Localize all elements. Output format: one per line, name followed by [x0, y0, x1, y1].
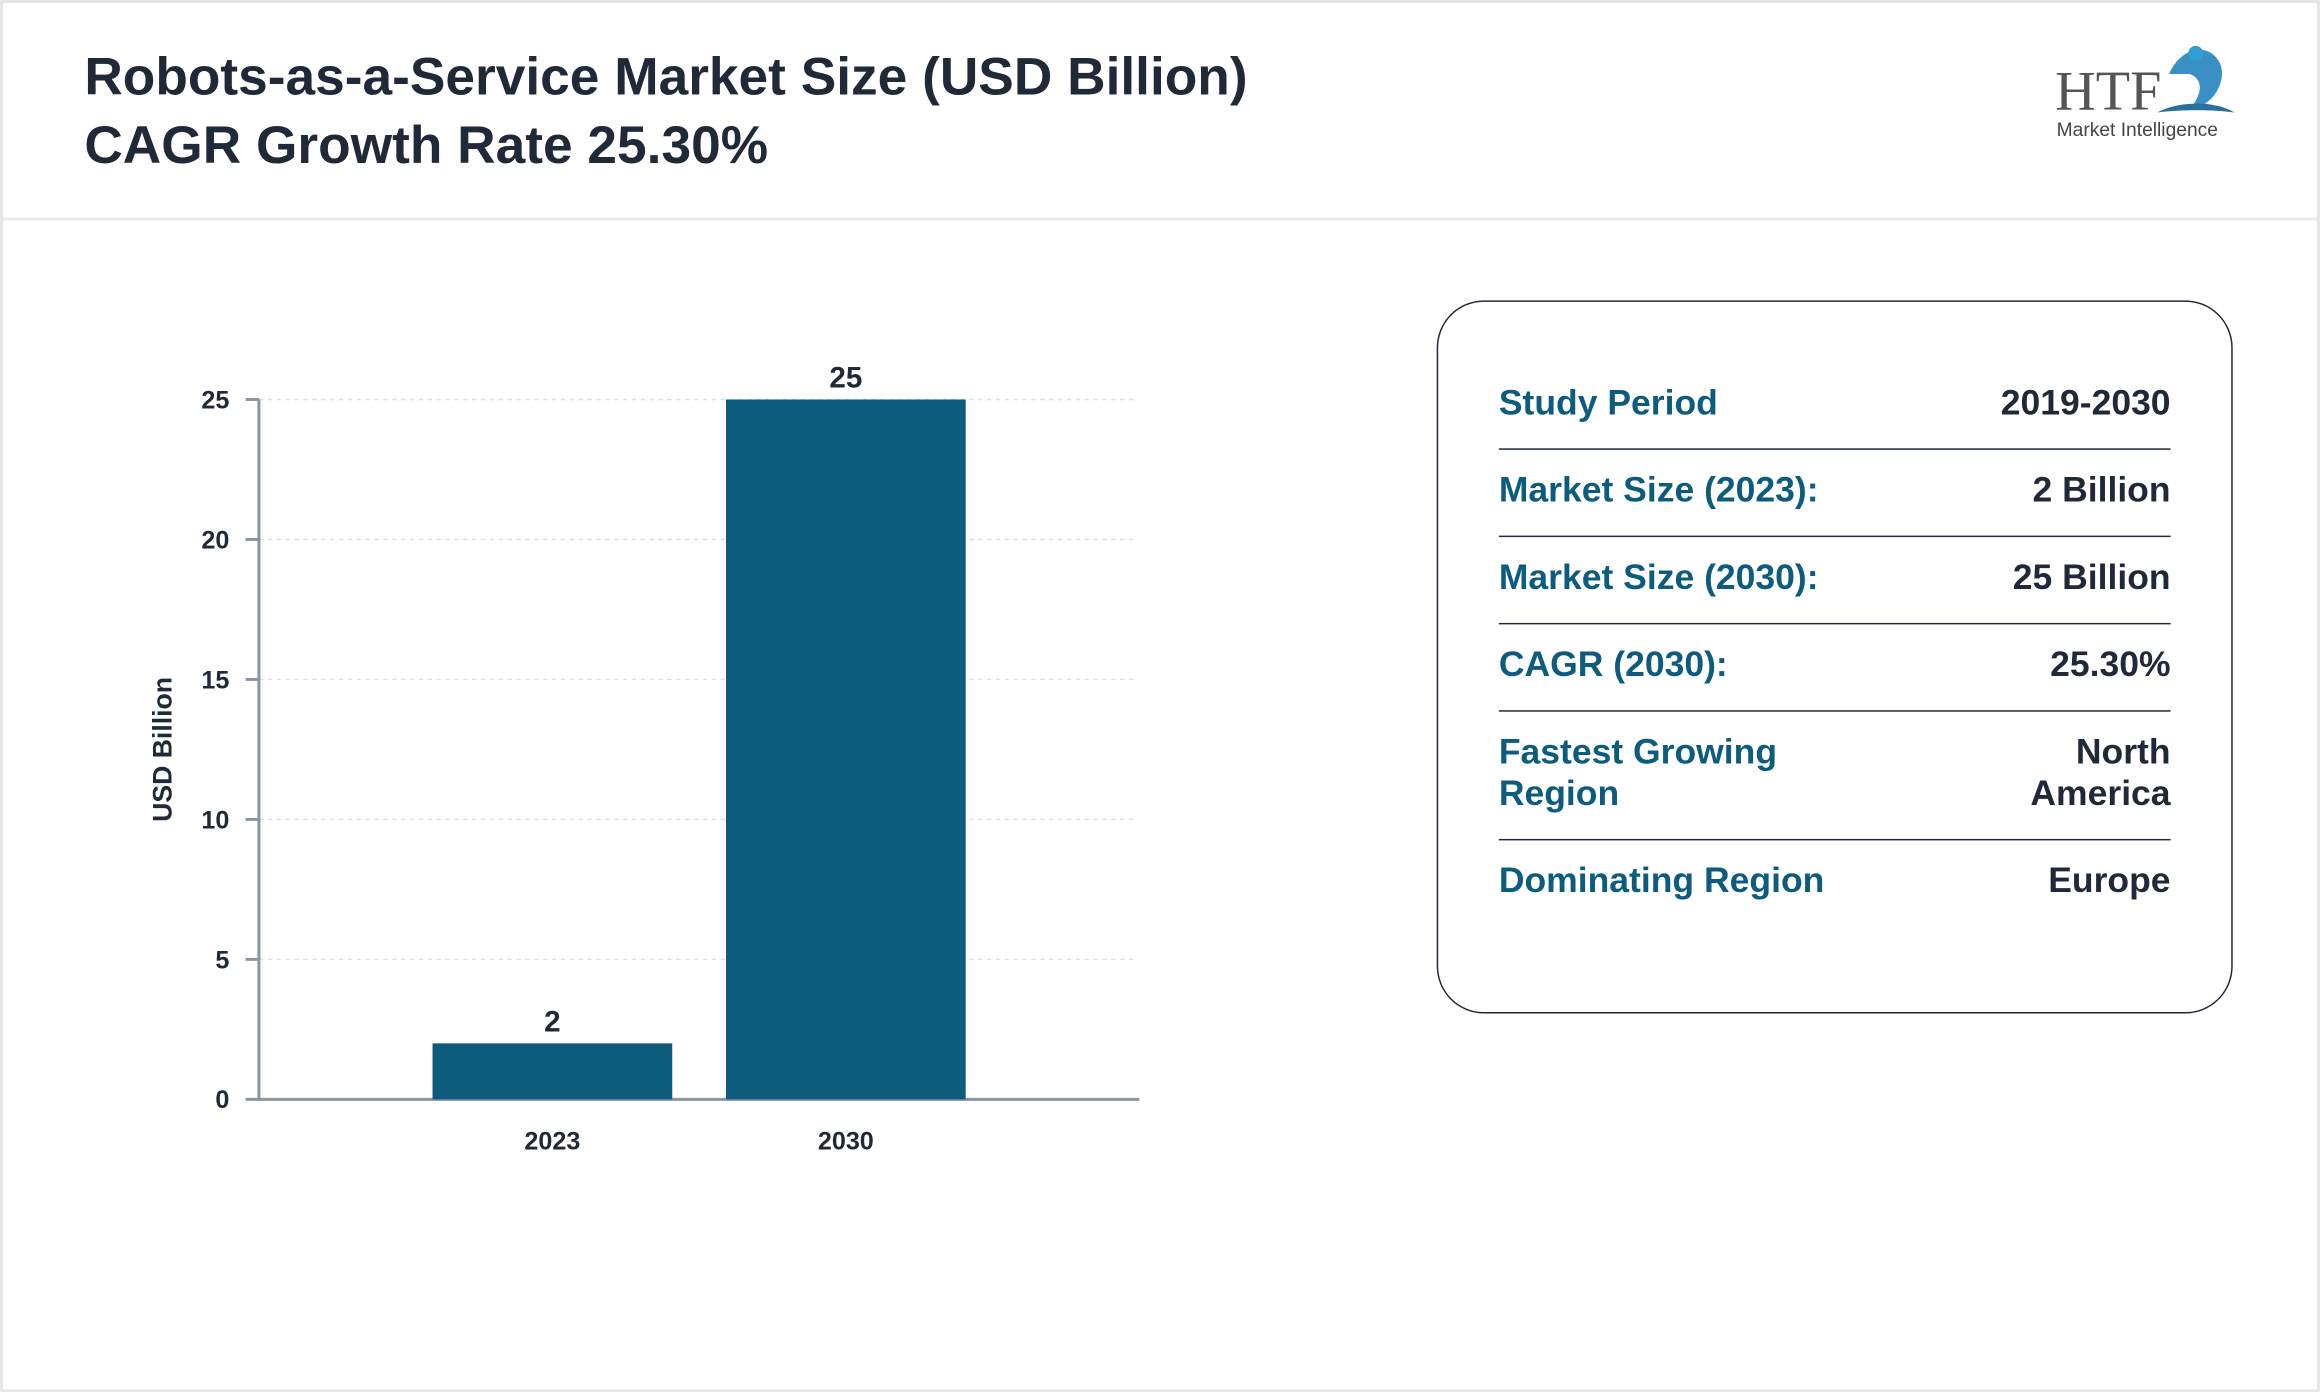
bar — [432, 1043, 673, 1100]
info-label: Dominating Region — [1498, 861, 1825, 902]
bar — [725, 399, 966, 1100]
info-row: Fastest Growing Region North America — [1498, 712, 2171, 841]
y-tick-label: 25 — [201, 386, 229, 414]
info-row: Market Size (2023): 2 Billion — [1498, 450, 2171, 538]
info-row: CAGR (2030): 25.30% — [1498, 624, 2171, 712]
logo-mark: HTF — [2055, 60, 2161, 122]
info-value: 2 Billion — [2032, 470, 2171, 511]
y-tick-label: 10 — [201, 806, 229, 834]
info-value: 25 Billion — [2012, 557, 2171, 598]
info-label: Fastest Growing Region — [1498, 732, 1778, 814]
info-row: Dominating Region Europe — [1499, 840, 2171, 926]
y-tick-label: 20 — [201, 526, 229, 554]
info-value: Europe — [2048, 861, 2171, 902]
chart-subtitle: CAGR Growth Rate 25.30% — [84, 113, 769, 175]
logo-swoosh — [2169, 49, 2223, 110]
y-tick-label: 5 — [215, 946, 229, 974]
logo-wave — [2157, 103, 2235, 113]
info-row: Study Period 2019-2030 — [1498, 361, 2171, 450]
value-label: 25 — [829, 362, 862, 395]
info-label: Market Size (2030): — [1498, 557, 1819, 598]
y-axis-label: USD Billion — [148, 677, 178, 822]
info-label: Market Size (2023): — [1498, 470, 1819, 511]
x-tick-label: 2030 — [818, 1128, 874, 1156]
x-tick-label: 2023 — [524, 1128, 580, 1156]
info-value: 2019-2030 — [2000, 383, 2171, 424]
header-divider — [2, 217, 2318, 221]
info-row: Market Size (2030): 25 Billion — [1498, 537, 2171, 625]
y-tick-label: 0 — [215, 1086, 229, 1114]
logo-dot — [2188, 45, 2204, 61]
info-label: CAGR (2030): — [1498, 645, 1728, 686]
value-label: 2 — [544, 1006, 560, 1039]
info-value: 25.30% — [2050, 645, 2171, 686]
info-value: North America — [2030, 732, 2171, 814]
info-table: Study Period 2019-2030 Market Size (2023):… — [1436, 300, 2233, 1014]
chart-title: Robots-as-a-Service Market Size (USD Bil… — [84, 45, 1248, 107]
info-label: Study Period — [1498, 383, 1718, 424]
logo-tagline: Market Intelligence — [2057, 120, 2218, 141]
y-tick-label: 15 — [201, 666, 229, 694]
logo: HTF Market Intelligence — [2055, 45, 2235, 141]
